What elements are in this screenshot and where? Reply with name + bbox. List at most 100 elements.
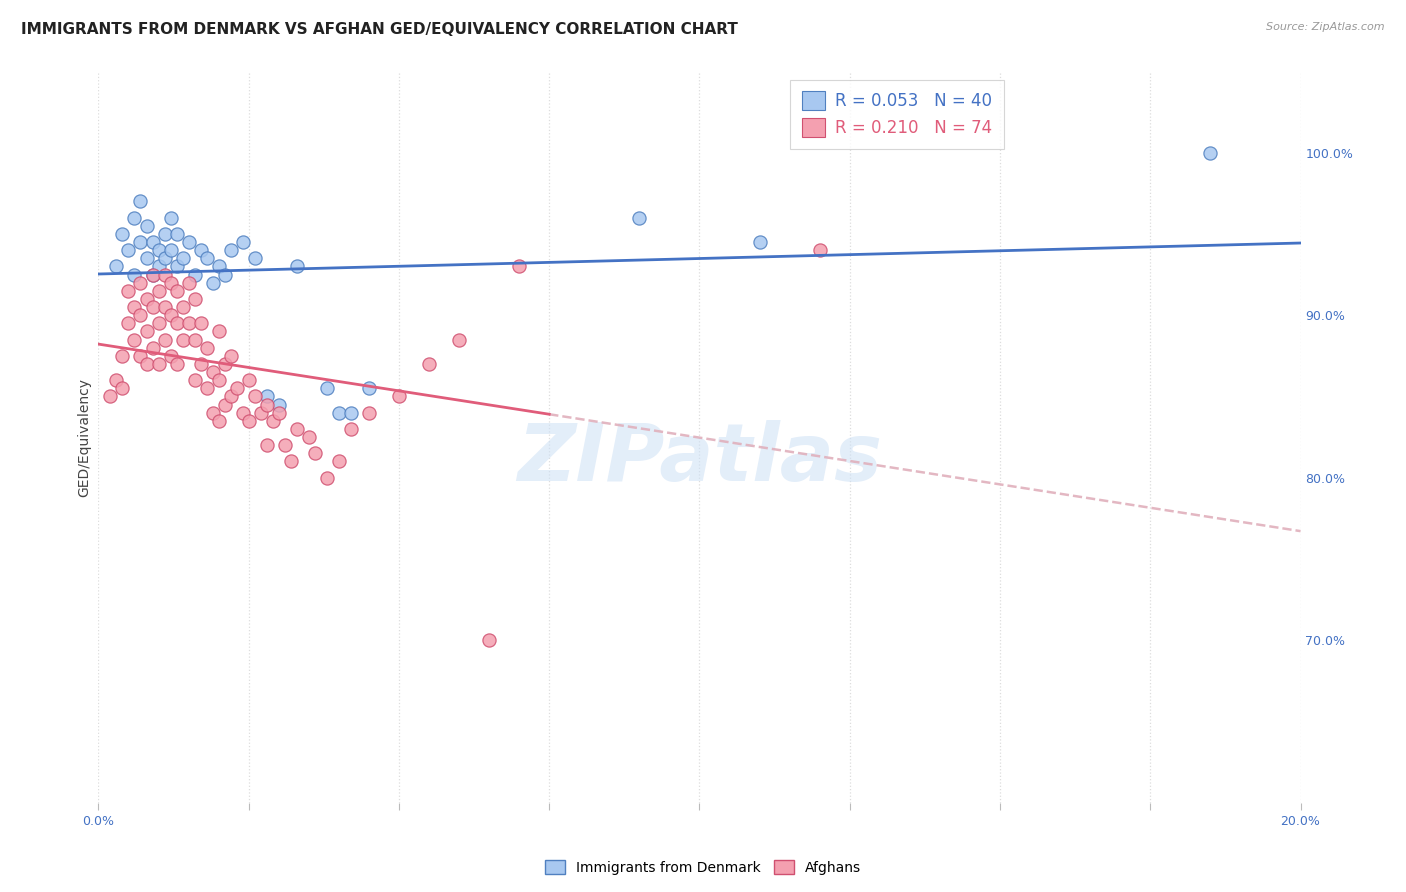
Point [1199, 145, 1222, 160]
Point [105, 260, 128, 274]
Point [238, 373, 260, 387]
Point [141, 300, 163, 314]
Point [208, 260, 231, 274]
Point [159, 243, 181, 257]
Point [190, 243, 212, 257]
Point [135, 357, 157, 371]
Point [124, 268, 146, 282]
Point [159, 276, 181, 290]
Point [105, 373, 128, 387]
Point [148, 284, 170, 298]
Point [304, 446, 326, 460]
Legend: Immigrants from Denmark, Afghans: Immigrants from Denmark, Afghans [540, 855, 866, 880]
Point [183, 333, 205, 347]
Point [280, 454, 302, 468]
Point [166, 284, 188, 298]
Point [232, 406, 254, 420]
Y-axis label: GED/Equivalency: GED/Equivalency [77, 377, 91, 497]
Point [172, 252, 194, 266]
Point [219, 243, 242, 257]
Point [129, 349, 152, 363]
Point [340, 406, 363, 420]
Point [183, 268, 205, 282]
Point [166, 316, 188, 330]
Point [141, 268, 163, 282]
Point [172, 300, 194, 314]
Point [148, 243, 170, 257]
Point [141, 268, 163, 282]
Point [166, 260, 188, 274]
Point [117, 284, 139, 298]
Point [190, 357, 212, 371]
Text: IMMIGRANTS FROM DENMARK VS AFGHAN GED/EQUIVALENCY CORRELATION CHART: IMMIGRANTS FROM DENMARK VS AFGHAN GED/EQ… [21, 22, 738, 37]
Point [238, 414, 260, 428]
Point [208, 325, 231, 339]
Point [148, 316, 170, 330]
Point [447, 333, 470, 347]
Point [243, 389, 266, 403]
Point [153, 268, 176, 282]
Text: Source: ZipAtlas.com: Source: ZipAtlas.com [1267, 22, 1385, 32]
Point [418, 357, 440, 371]
Point [249, 406, 271, 420]
Point [285, 422, 308, 436]
Point [298, 430, 321, 444]
Point [111, 227, 134, 241]
Point [214, 268, 236, 282]
Point [117, 243, 139, 257]
Point [135, 292, 157, 306]
Point [508, 260, 530, 274]
Point [177, 276, 200, 290]
Point [135, 325, 157, 339]
Point [285, 260, 308, 274]
Point [117, 316, 139, 330]
Point [129, 308, 152, 322]
Point [256, 389, 278, 403]
Point [357, 381, 380, 395]
Point [183, 292, 205, 306]
Point [262, 414, 284, 428]
Point [172, 333, 194, 347]
Point [340, 422, 363, 436]
Point [478, 633, 501, 648]
Point [195, 252, 218, 266]
Point [808, 243, 831, 257]
Point [208, 373, 231, 387]
Point [111, 349, 134, 363]
Text: ZIPatlas: ZIPatlas [517, 420, 882, 498]
Point [129, 276, 152, 290]
Point [219, 389, 242, 403]
Point [201, 276, 224, 290]
Point [190, 316, 212, 330]
Point [166, 357, 188, 371]
Point [628, 211, 651, 225]
Point [159, 349, 181, 363]
Point [153, 227, 176, 241]
Point [201, 365, 224, 379]
Point [243, 252, 266, 266]
Point [148, 357, 170, 371]
Point [267, 398, 290, 412]
Point [153, 300, 176, 314]
Point [141, 341, 163, 355]
Point [153, 252, 176, 266]
Point [148, 260, 170, 274]
Point [195, 341, 218, 355]
Point [214, 357, 236, 371]
Point [388, 389, 411, 403]
Point [111, 381, 134, 395]
Point [315, 471, 337, 485]
Point [357, 406, 380, 420]
Point [208, 414, 231, 428]
Point [183, 373, 205, 387]
Point [124, 300, 146, 314]
Point [129, 235, 152, 249]
Point [274, 438, 297, 452]
Point [129, 194, 152, 209]
Point [100, 389, 122, 403]
Point [159, 211, 181, 225]
Point [177, 316, 200, 330]
Point [219, 349, 242, 363]
Point [135, 252, 157, 266]
Point [141, 235, 163, 249]
